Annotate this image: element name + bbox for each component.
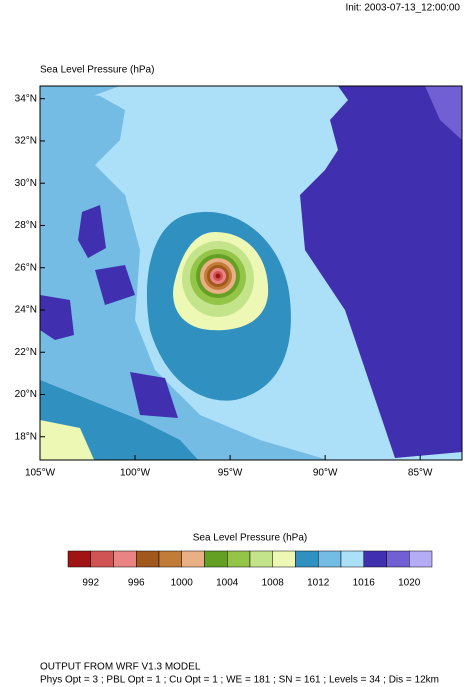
x-tick-label: 100°W [120, 468, 151, 479]
field [300, 86, 462, 458]
y-tick-label: 22°N [15, 347, 37, 358]
colorbar-label: 1016 [353, 578, 376, 589]
colorbar-box [113, 550, 137, 568]
pressure-field [40, 86, 462, 460]
field [40, 420, 95, 460]
colorbar-label: 996 [128, 578, 145, 589]
y-tick-label: 30°N [15, 178, 37, 189]
field [40, 92, 329, 460]
y-tick-label: 18°N [15, 431, 37, 442]
colorbar-box [318, 550, 342, 568]
field [425, 86, 462, 140]
colorbar-box [158, 550, 182, 568]
colorbar-label: 1020 [398, 578, 421, 589]
x-tick-label: 95°W [218, 468, 243, 479]
map-frame [39, 85, 463, 461]
colorbar-box [295, 550, 319, 568]
colorbar-box [249, 550, 273, 568]
map-units: (hPa) [130, 65, 154, 76]
x-tick-label: 85°W [408, 468, 433, 479]
colorbar-label: 1000 [171, 578, 194, 589]
y-tick-label: 32°N [15, 136, 37, 147]
y-tick-label: 28°N [15, 220, 37, 231]
y-tick-label: 26°N [15, 262, 37, 273]
colorbar-label: 1012 [307, 578, 330, 589]
colorbar-label: 992 [82, 578, 99, 589]
colorbar-box [204, 550, 228, 568]
field [130, 372, 178, 418]
colorbar-label: 1004 [216, 578, 239, 589]
y-tick-label: 20°N [15, 389, 37, 400]
colorbar-label: 1008 [262, 578, 285, 589]
colorbar-title: Sea Level Pressure (hPa) [193, 533, 308, 544]
colorbar-box [136, 550, 160, 568]
field [95, 265, 135, 305]
x-tick-label: 105°W [25, 468, 56, 479]
y-tick-label: 24°N [15, 305, 37, 316]
colorbar-box [90, 550, 114, 568]
field [40, 86, 120, 100]
colorbar-box [67, 550, 91, 568]
colorbar-box [386, 550, 410, 568]
colorbar-box [272, 550, 296, 568]
y-tick-label: 34°N [15, 93, 37, 104]
map-title: Sea Level Pressure [40, 65, 128, 76]
colorbar-box [363, 550, 387, 568]
footer-line: OUTPUT FROM WRF V1.3 MODEL [40, 662, 201, 673]
footer-line: Phys Opt = 3 ; PBL Opt = 1 ; Cu Opt = 1 … [40, 675, 439, 686]
init-time: Init: 2003-07-13_12:00:00 [345, 3, 460, 14]
colorbar-box [227, 550, 251, 568]
x-tick-label: 90°W [313, 468, 338, 479]
colorbar-box [181, 550, 205, 568]
colorbar-box [340, 550, 364, 568]
field [78, 205, 106, 258]
field [215, 273, 221, 279]
colorbar-box [409, 550, 433, 568]
field [40, 295, 74, 340]
